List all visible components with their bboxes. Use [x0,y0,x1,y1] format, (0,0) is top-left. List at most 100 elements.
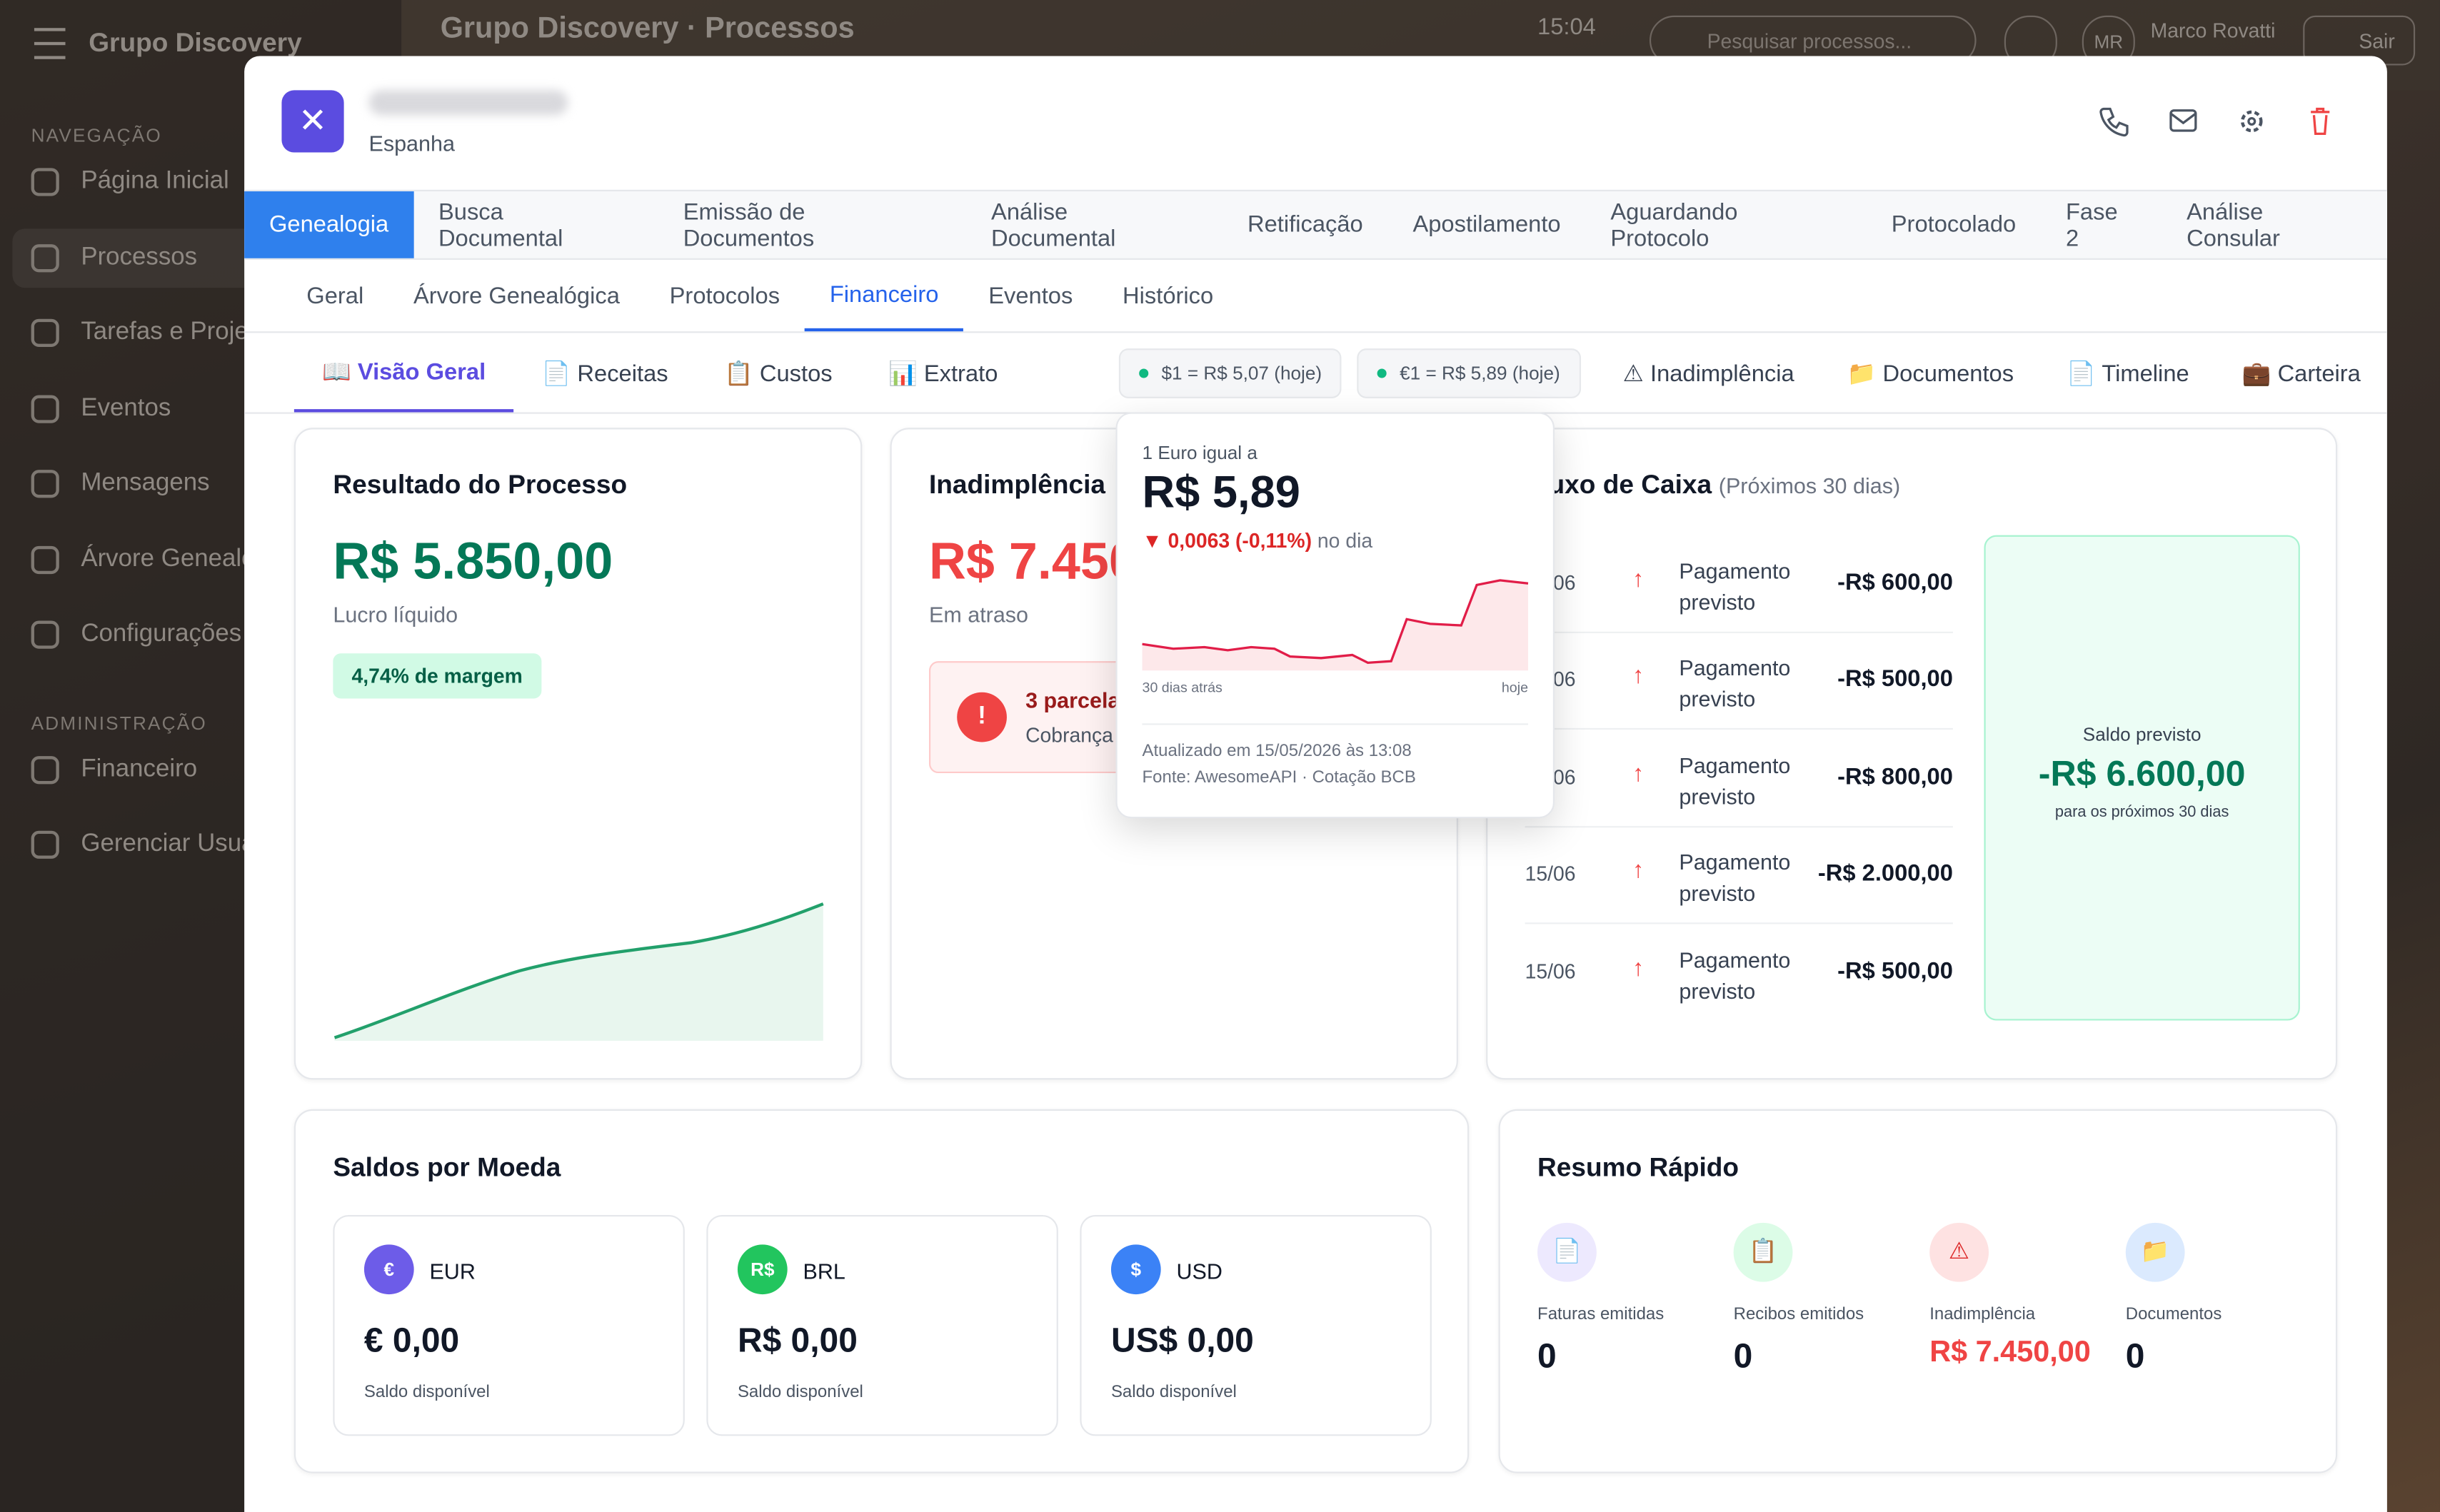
sub-tab[interactable]: 📊 Extrato [888,360,998,387]
nav-icon [31,755,59,784]
sub-tab[interactable]: 📄 Receitas [541,360,668,387]
row-arrow: ↑ [1632,566,1645,593]
nav-item[interactable]: Tarefas e Proje [31,318,248,347]
nav-item[interactable]: Financeiro [31,755,197,784]
nav-icon [31,168,59,196]
sub-tab[interactable]: 📄 Timeline [2067,360,2189,387]
redacted-name [368,90,568,116]
menu-icon[interactable] [34,28,66,59]
card-title: Resumo Rápido [1537,1152,1739,1183]
stage-tab[interactable]: Fase 2 [2065,198,2118,251]
currency-code: USD [1176,1258,1222,1284]
tab[interactable]: Financeiro [804,260,964,332]
card-title: Resultado do Processo [333,470,628,500]
nav-item[interactable]: Mensagens [31,470,210,498]
cashflow-row: 15/06 ↑ Pagamento previsto -R$ 2.000,00 [1525,827,1953,924]
summary-icon: 📁 [2125,1222,2185,1282]
stage-tab[interactable]: Análise Documental [991,198,1116,251]
row-arrow: ↑ [1632,663,1645,690]
mail-icon[interactable] [2169,109,2197,132]
tab[interactable]: Histórico [1123,282,1214,309]
rate-pill[interactable]: €1 = R$ 5,89 (hoje) [1357,348,1581,398]
settings-icon[interactable] [2241,110,2263,133]
delete-icon[interactable] [2311,107,2330,136]
summary-label: Recibos emitidos [1733,1305,1864,1324]
nav-item[interactable]: Configurações [31,620,242,649]
balance-caption: Saldo disponível [1110,1383,1237,1402]
rate-sparkline [1142,579,1529,671]
sub-tab[interactable]: 📁 Documentos [1847,360,2014,387]
profit-trend [333,902,824,1041]
tooltip-heading: 1 Euro igual a [1142,441,1257,464]
row-date: 15/06 [1525,862,1576,886]
cashflow-row: 15/06↑Pagamento previsto-R$ 600,00 [1525,535,1953,633]
tab[interactable]: Geral [306,282,364,309]
tooltip-updated: Atualizado em 15/05/2026 às 13:08 [1142,742,1412,761]
balances-card: Saldos por Moeda € EUR € 0,00 Saldo disponí… [293,1109,1470,1473]
currency-icon: $ [1110,1244,1161,1295]
result-value: R$ 5.850,00 [333,532,613,590]
nav-item[interactable]: Página Inicial [31,168,229,196]
stage-tab[interactable]: Genealogia [244,191,414,258]
row-arrow: ↑ [1632,954,1645,982]
card-title: Inadimplência [928,470,1106,500]
stage-tab[interactable]: Aguardando Protocolo [1610,198,1738,251]
nav-icon [31,394,59,423]
tooltip-source: Fonte: AwesomeAPI · Cotação BCB [1142,768,1416,787]
section-title: NAVEGAÇÃO [31,124,162,146]
clock: 15:04 [1537,14,1596,41]
card-note: (Próximos 30 dias) [1718,473,1901,498]
nav-label: Árvore Genealo [81,545,256,572]
stage-tab[interactable]: Retificação [1247,211,1363,238]
divider [1142,723,1528,725]
nav-icon [31,620,59,649]
forecast-value: -R$ 6.600,00 [2038,752,2246,794]
result-caption: Lucro líquido [333,602,458,628]
row-label: Pagamento previsto [1679,850,1791,906]
nav-label: Configurações [81,620,242,647]
tab[interactable]: Árvore Genealógica [413,282,620,309]
sub-tab[interactable]: 💼 Carteira [2241,360,2361,387]
sub-tab[interactable]: 📋 Custos [724,360,833,387]
tab[interactable]: Protocolos [669,282,780,309]
section-title: ADMINISTRAÇÃO [31,711,207,734]
nav-item[interactable]: Árvore Genealo [31,545,256,574]
summary-label: Documentos [2125,1305,2222,1324]
summary-value: 0 [2125,1336,2145,1376]
balance-amount: US$ 0,00 [1110,1321,1254,1360]
row-date: 15/06 [1525,959,1576,983]
row-label: Pagamento previsto [1679,947,1791,1003]
brand: Grupo Discovery [89,28,302,58]
nav-icon [31,243,59,272]
sub-tab[interactable]: 📖 Visão Geral [293,333,514,413]
summary-label: Faturas emitidas [1537,1305,1665,1324]
cashflow-heading: Fluxo de Caixa (Próximos 30 dias) [1525,470,1900,501]
row-label: Pagamento previsto [1679,558,1791,615]
nav-icon [31,830,59,859]
stage-tab[interactable]: Análise Consular [2187,198,2280,251]
forecast-label: Saldo previsto [2082,723,2201,745]
stage-tab[interactable]: Busca Documental [438,198,563,251]
stage-tab[interactable]: Protocolado [1891,211,2017,238]
nav-label: Tarefas e Proje [81,318,248,346]
stage-tabs: Genealogia Busca Documental Emissão de Doc… [244,189,2387,260]
cashflow-card: Fluxo de Caixa (Próximos 30 dias) Saldo … [1486,428,2338,1080]
currency-code: BRL [803,1258,845,1284]
sub-tab[interactable]: ⚠ Inadimplência [1622,360,1794,387]
stage-tab[interactable]: Emissão de Documentos [683,198,815,251]
nav-item[interactable]: Gerenciar Usua [31,830,255,859]
alert-icon: ! [957,692,1007,742]
avatar[interactable]: MR [2082,15,2135,69]
card-title: Saldos por Moeda [333,1152,561,1183]
close-button[interactable]: ✕ [281,90,344,153]
row-arrow: ↑ [1632,857,1645,884]
call-icon[interactable] [2099,107,2129,137]
nav-item[interactable]: Eventos [31,394,171,423]
rate-pill[interactable]: $1 = R$ 5,07 (hoje) [1119,348,1342,398]
tab[interactable]: Eventos [988,282,1073,309]
currency-icon: R$ [737,1244,788,1295]
stage-tab[interactable]: Apostilamento [1412,211,1561,238]
header-actions [2099,107,2330,137]
page-title: Grupo Discovery · Processos [440,12,855,46]
balance-amount: R$ 0,00 [737,1321,858,1360]
